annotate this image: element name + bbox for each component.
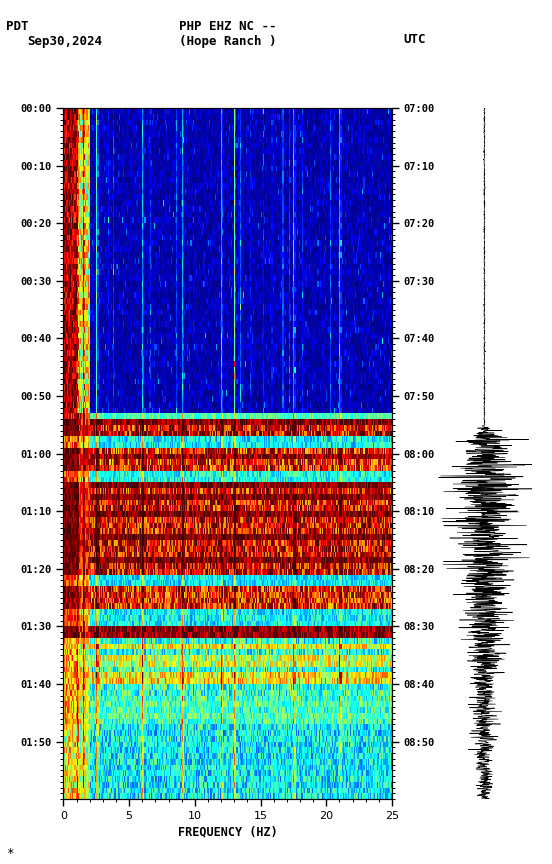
Text: Sep30,2024: Sep30,2024 bbox=[28, 35, 103, 48]
Text: PHP EHZ NC --: PHP EHZ NC -- bbox=[179, 20, 277, 33]
Text: (Hope Ranch ): (Hope Ranch ) bbox=[179, 35, 277, 48]
X-axis label: FREQUENCY (HZ): FREQUENCY (HZ) bbox=[178, 825, 278, 838]
Text: UTC: UTC bbox=[403, 33, 426, 47]
Text: *: * bbox=[6, 847, 13, 860]
Text: PDT: PDT bbox=[6, 20, 28, 33]
